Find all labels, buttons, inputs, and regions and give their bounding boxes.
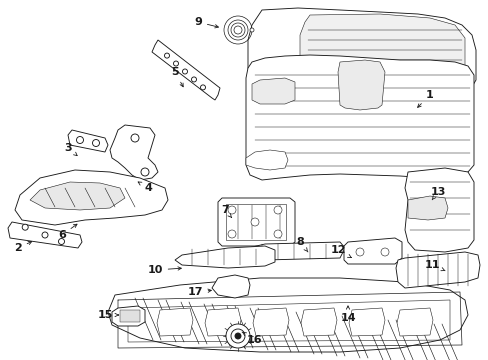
Text: 5: 5 [171,67,183,87]
Polygon shape [15,170,168,225]
Polygon shape [8,222,82,248]
Polygon shape [120,310,140,322]
Circle shape [164,53,169,58]
Polygon shape [30,182,125,210]
Circle shape [250,218,259,226]
Text: 16: 16 [242,332,262,345]
Text: 6: 6 [58,224,77,240]
Polygon shape [157,308,193,336]
Text: 14: 14 [340,306,355,323]
Circle shape [273,206,282,214]
Polygon shape [348,308,384,336]
Text: 1: 1 [417,90,433,107]
Polygon shape [299,14,464,92]
Text: 8: 8 [296,237,307,252]
Text: 2: 2 [14,242,32,253]
Polygon shape [212,275,249,298]
Circle shape [173,61,178,66]
Polygon shape [252,308,288,336]
Text: 11: 11 [424,260,444,271]
Circle shape [230,329,244,343]
Polygon shape [204,308,241,336]
Polygon shape [245,55,473,180]
Circle shape [42,232,48,238]
Text: 10: 10 [147,265,181,275]
Polygon shape [112,306,145,326]
Polygon shape [404,168,473,252]
Polygon shape [218,198,294,246]
Circle shape [59,238,64,244]
Polygon shape [407,196,447,220]
Polygon shape [225,204,285,240]
Polygon shape [175,246,274,268]
Text: 15: 15 [97,310,118,320]
Circle shape [200,85,205,90]
Text: 7: 7 [221,205,231,218]
Polygon shape [152,40,220,100]
Circle shape [235,333,241,339]
Text: 9: 9 [194,17,218,28]
Circle shape [227,230,236,238]
Text: 12: 12 [329,245,350,258]
Text: 17: 17 [187,287,211,297]
Polygon shape [251,78,294,104]
Polygon shape [245,150,287,170]
Polygon shape [247,242,345,260]
Polygon shape [337,60,384,110]
Circle shape [355,248,363,256]
Circle shape [249,28,253,32]
Circle shape [191,77,196,82]
Circle shape [92,139,99,147]
Polygon shape [395,252,479,288]
Text: 4: 4 [138,182,152,193]
Circle shape [380,248,388,256]
Polygon shape [110,125,158,180]
Circle shape [141,168,149,176]
Polygon shape [301,308,336,336]
Circle shape [131,134,139,142]
Circle shape [182,69,187,74]
Polygon shape [108,278,467,352]
Circle shape [273,230,282,238]
Circle shape [76,136,83,144]
Circle shape [227,206,236,214]
Circle shape [225,324,249,348]
Polygon shape [247,8,475,104]
Polygon shape [396,308,432,336]
Text: 3: 3 [64,143,77,156]
Polygon shape [68,130,108,152]
Circle shape [22,224,28,230]
Polygon shape [343,238,401,264]
Text: 13: 13 [429,187,445,200]
